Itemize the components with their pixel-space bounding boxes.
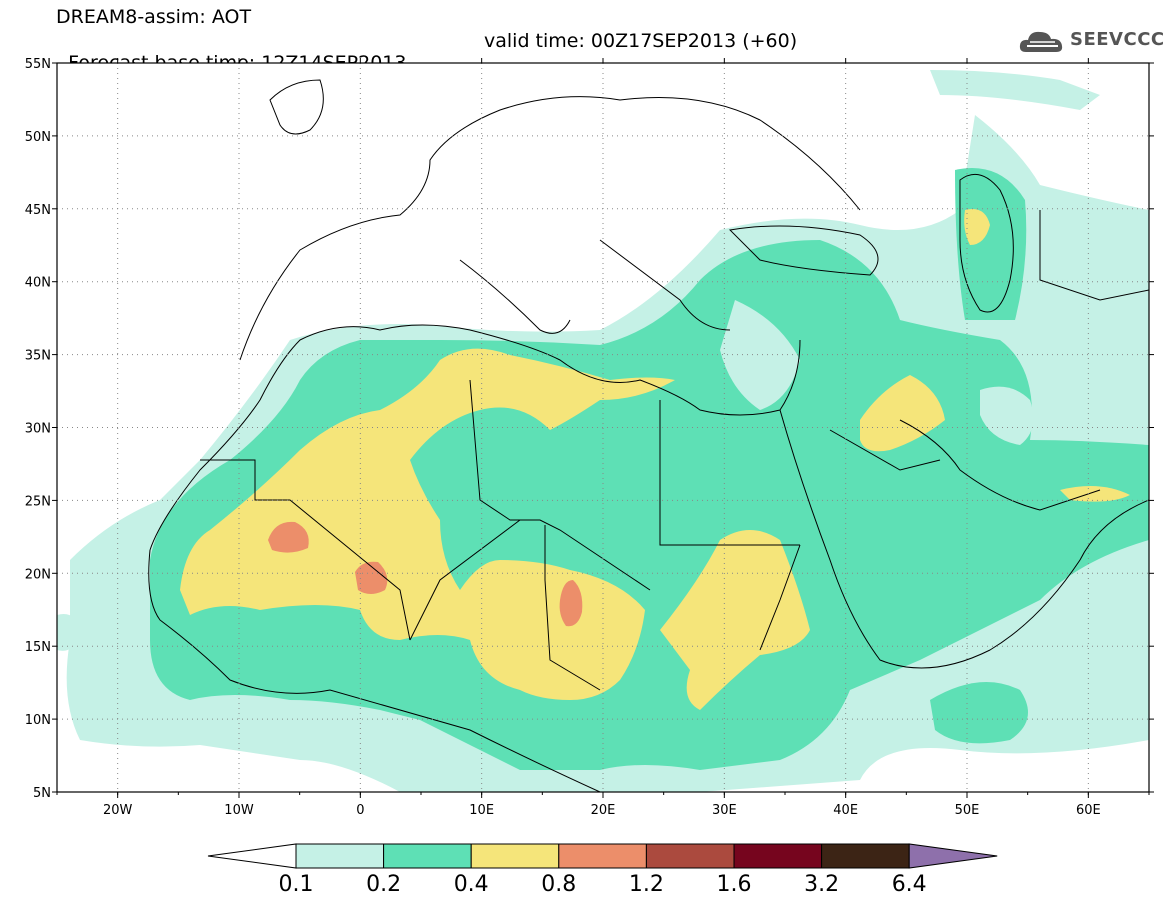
lat-label: 50N xyxy=(25,130,51,145)
colorbar-label: 3.2 xyxy=(804,872,839,897)
colorbar-label: 1.2 xyxy=(629,872,664,897)
aot-zone-0.4 xyxy=(860,375,945,452)
aot-zone-0.1 xyxy=(980,386,1034,445)
colorbar-swatch xyxy=(383,843,472,869)
aot-zone-0.4 xyxy=(180,348,675,700)
lat-label: 40N xyxy=(25,276,51,291)
lon-label: 10W xyxy=(224,803,254,818)
lon-label: 50E xyxy=(955,803,980,818)
map-title: DREAM8-assim: AOT xyxy=(56,6,252,28)
lon-label: 40E xyxy=(833,803,858,818)
colorbar-labels: 0.1 0.2 0.4 0.8 1.2 1.6 3.2 6.4 xyxy=(279,872,927,897)
country-borders xyxy=(200,210,1149,691)
aot-zone-0.2 xyxy=(955,168,1027,320)
colorbar-swatch xyxy=(558,843,647,869)
colorbar-label: 0.2 xyxy=(366,872,401,897)
lat-label: 10N xyxy=(25,713,51,728)
lat-label: 25N xyxy=(25,494,51,509)
aot-zone-0.1 xyxy=(930,70,1100,110)
lon-label: 60E xyxy=(1076,803,1101,818)
aot-zone-0.8 xyxy=(559,580,583,627)
lat-label: 5N xyxy=(33,786,51,801)
colorbar-label: 0.1 xyxy=(279,872,314,897)
colorbar-swatch xyxy=(470,843,560,869)
colorbar-lower-arrow xyxy=(207,843,297,869)
aot-zone-0.8 xyxy=(268,521,309,553)
aot-zone-0.4 xyxy=(964,209,990,245)
colorbar-swatch xyxy=(821,843,910,869)
lon-label: 30E xyxy=(712,803,737,818)
lat-label: 15N xyxy=(25,640,51,655)
aot-zone-0.1 xyxy=(57,614,80,651)
lon-label: 20E xyxy=(591,803,616,818)
axis-ticks xyxy=(52,58,1154,798)
lat-label: 45N xyxy=(25,203,51,218)
lon-label: 20W xyxy=(103,803,133,818)
lat-label: 35N xyxy=(25,349,51,364)
logo-text: SEEVCCC xyxy=(1070,29,1165,50)
colorbar-swatch xyxy=(733,843,823,869)
aot-zone-0.8 xyxy=(355,561,388,594)
cloud-icon xyxy=(1019,31,1063,52)
lon-label: 10E xyxy=(469,803,494,818)
colorbar-label: 1.6 xyxy=(717,872,752,897)
gridlines xyxy=(57,63,1149,792)
colorbar-swatch xyxy=(295,843,385,869)
colorbar-upper-arrow xyxy=(908,843,998,869)
lon-label: 0 xyxy=(356,803,364,818)
colorbar-swatch xyxy=(645,843,735,869)
valid-time-label: valid time: 00Z17SEP2013 (+60) xyxy=(484,30,798,52)
seevccc-logo: SEEVCCC xyxy=(1018,26,1164,56)
colorbar xyxy=(207,843,998,869)
aot-zone-0.2 xyxy=(930,682,1028,744)
aot-zone-0.4 xyxy=(660,530,810,710)
latitude-labels: 55N 50N 45N 40N 35N 30N 25N 20N 15N 10N 5N xyxy=(25,57,51,801)
colorbar-label: 6.4 xyxy=(892,872,927,897)
aot-contours xyxy=(57,70,1149,792)
colorbar-label: 0.8 xyxy=(541,872,576,897)
longitude-labels: 20W 10W 0 10E 20E 30E 40E 50E 60E xyxy=(103,803,1101,818)
lat-label: 30N xyxy=(25,422,51,437)
colorbar-label: 0.4 xyxy=(454,872,489,897)
lat-label: 55N xyxy=(25,57,51,72)
aot-zone-0.1 xyxy=(720,300,800,410)
lat-label: 20N xyxy=(25,567,51,582)
